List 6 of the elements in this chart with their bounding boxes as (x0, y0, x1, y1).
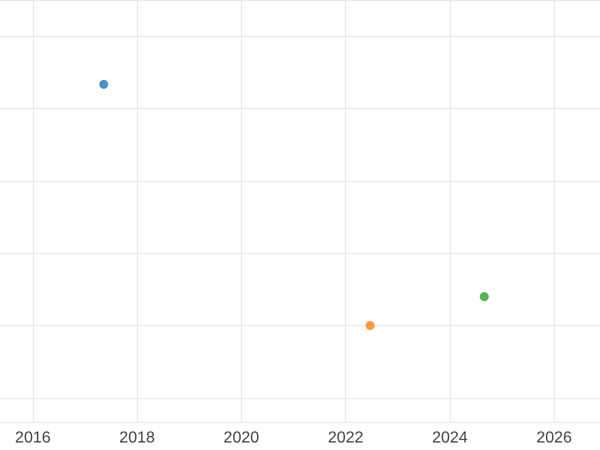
x-tick-label: 2018 (119, 430, 155, 446)
x-tick-label: 2022 (328, 430, 364, 446)
x-tick-label: 2024 (432, 430, 468, 446)
x-tick-label: 2020 (224, 430, 260, 446)
x-tick-label: 2026 (536, 430, 572, 446)
x-tick-label: 2016 (15, 430, 51, 446)
